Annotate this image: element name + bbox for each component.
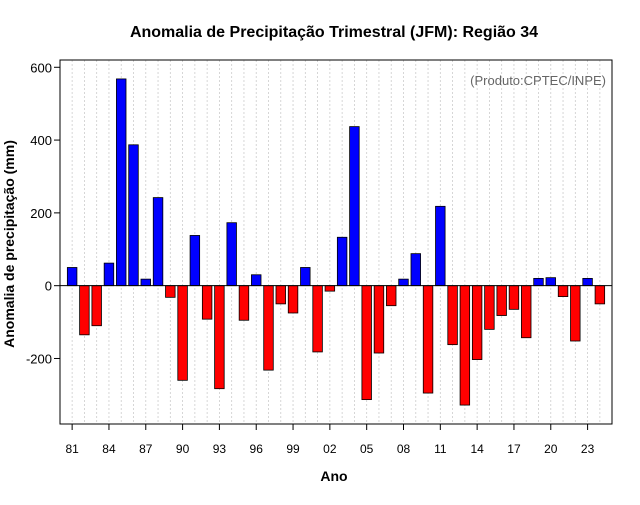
bar-2021 — [557, 285, 569, 297]
bar-2013 — [459, 285, 471, 406]
bar-1991 — [189, 235, 201, 287]
bar-1987 — [140, 278, 151, 287]
grid-layer — [71, 60, 601, 424]
plot-frame — [59, 59, 613, 425]
bar-1993 — [214, 285, 225, 390]
bar-2014 — [471, 285, 483, 360]
bar-2005 — [361, 285, 372, 401]
bar-1994 — [226, 222, 237, 287]
x-tick-label: 99 — [286, 442, 300, 456]
bar-1992 — [201, 285, 213, 320]
bar-1986 — [128, 144, 139, 287]
bar-2019 — [533, 277, 544, 287]
x-tick-label: 05 — [360, 442, 374, 456]
x-tick-label: 23 — [581, 442, 595, 456]
bar-2004 — [349, 126, 360, 287]
bar-1989 — [165, 285, 176, 298]
bar-2012 — [447, 285, 458, 346]
x-tick-label: 11 — [434, 442, 447, 456]
bar-1984 — [103, 262, 115, 287]
x-tick-label: 84 — [102, 442, 116, 456]
x-tick-label: 02 — [323, 442, 337, 456]
bar-1998 — [275, 285, 286, 305]
bar-1983 — [91, 285, 102, 327]
y-tick-label: 200 — [30, 206, 52, 221]
x-tick-label: 81 — [65, 442, 79, 456]
x-tick-label: 87 — [139, 442, 153, 456]
x-tick-label: 20 — [544, 442, 558, 456]
bar-1982 — [79, 285, 90, 336]
bar-2023 — [582, 277, 593, 287]
source-annotation: (Produto:CPTEC/INPE) — [470, 73, 606, 88]
bar-2020 — [545, 277, 556, 287]
bar-1997 — [263, 285, 274, 371]
bar-1995 — [238, 285, 250, 321]
y-axis-title: Anomalia de precipitação (mm) — [1, 140, 17, 348]
bar-2017 — [508, 285, 520, 310]
x-tick-label: 08 — [397, 442, 411, 456]
bar-2006 — [373, 285, 385, 354]
bar-1988 — [152, 197, 164, 287]
y-tick-label: -200 — [26, 351, 52, 366]
bar-1985 — [116, 78, 127, 287]
bar-2024 — [594, 285, 606, 305]
bar-2007 — [386, 285, 397, 307]
bar-1996 — [251, 274, 262, 287]
bar-2016 — [496, 285, 507, 316]
bar-layer — [66, 78, 606, 406]
y-tick-label: 400 — [30, 133, 52, 148]
x-tick-label: 90 — [176, 442, 190, 456]
y-tick-label: 0 — [45, 279, 52, 294]
y-tick-label: 600 — [30, 60, 52, 75]
bar-1981 — [66, 267, 78, 287]
bar-2010 — [422, 285, 434, 394]
bar-2022 — [570, 285, 581, 342]
chart-title: Anomalia de Precipitação Trimestral (JFM… — [130, 24, 538, 41]
x-tick-label: 93 — [213, 442, 227, 456]
x-tick-label: 14 — [470, 442, 484, 456]
bar-2009 — [410, 253, 421, 287]
bar-2008 — [398, 278, 409, 287]
bar-2011 — [435, 205, 446, 287]
bar-1999 — [287, 285, 299, 314]
bar-2003 — [336, 236, 348, 287]
x-axis-title: Ano — [320, 468, 347, 484]
axis-layer: -200 0 200 400 600 81 84 87 90 93 96 99 02 05 08 11 14 17… — [26, 60, 595, 456]
bar-1990 — [177, 285, 188, 381]
bar-2001 — [312, 285, 323, 353]
bar-2002 — [324, 285, 336, 292]
x-tick-label: 96 — [250, 442, 264, 456]
x-tick-label: 17 — [507, 442, 521, 456]
bar-2000 — [300, 267, 311, 287]
bar-2015 — [484, 285, 495, 330]
bar-2018 — [521, 285, 532, 339]
